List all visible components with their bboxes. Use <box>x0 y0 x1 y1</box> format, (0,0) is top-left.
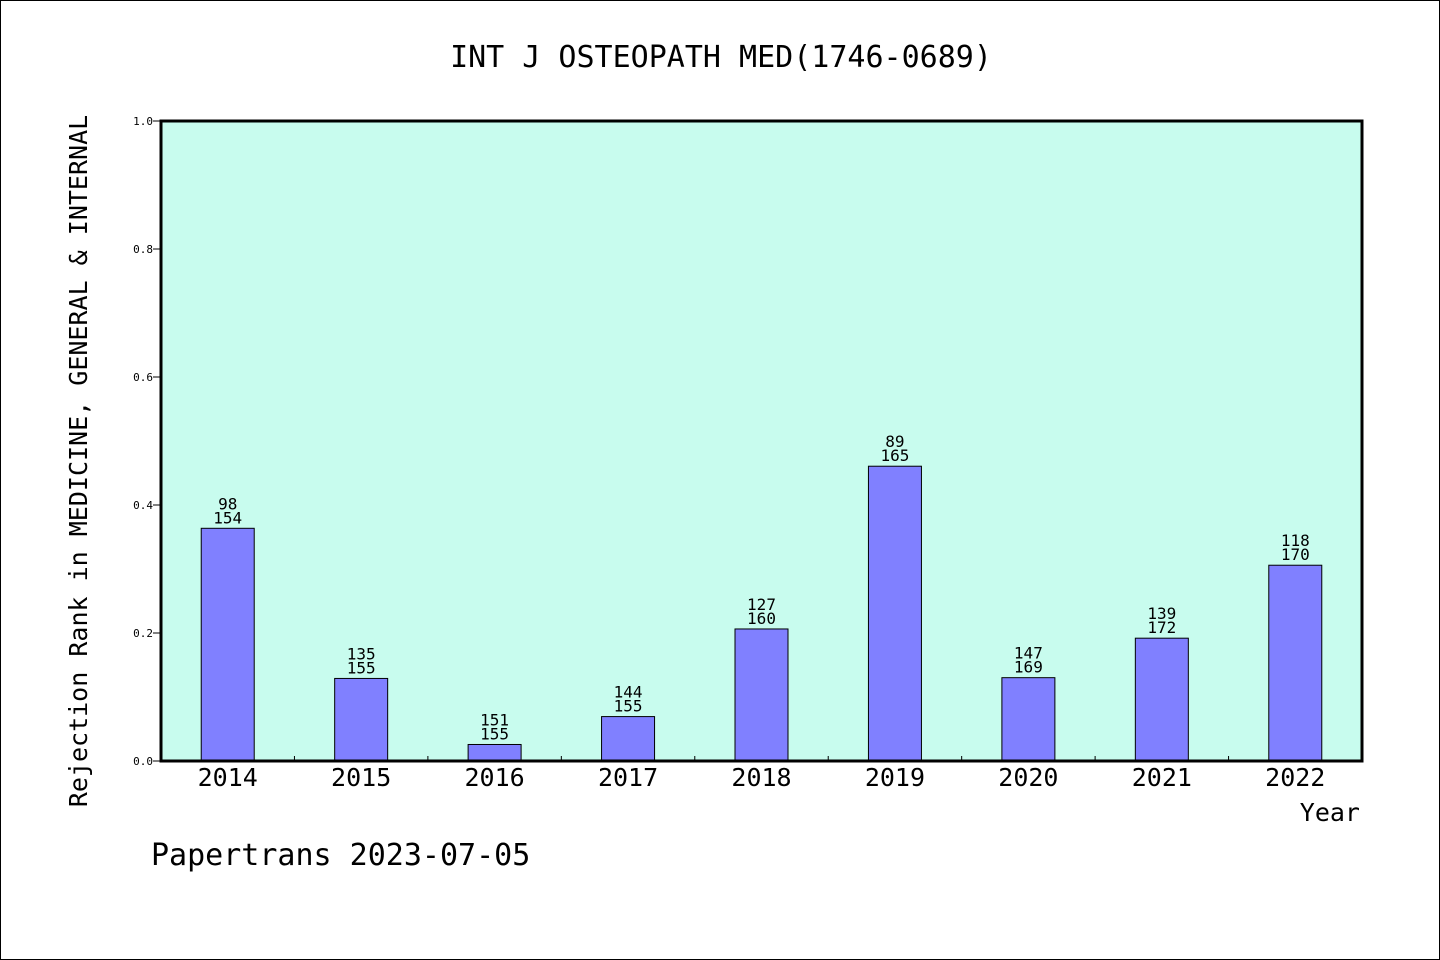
bar-total-label: 160 <box>747 609 776 628</box>
y-tick-label: 0.0 <box>133 755 153 768</box>
bar-2018 <box>734 628 789 762</box>
bar-rank-label: 151 <box>480 710 509 729</box>
bar-2021 <box>1134 637 1189 762</box>
bar-total-label: 169 <box>1014 658 1043 677</box>
bar-total-label: 155 <box>480 724 509 743</box>
x-axis: 2014 2015 2016 2017 2018 2019 2020 2021 2022 <box>198 756 1325 792</box>
x-tick-label: 2021 <box>1132 763 1192 792</box>
bar-2016 <box>467 743 522 762</box>
x-tick-label: 2020 <box>998 763 1058 792</box>
chart-title: INT J OSTEOPATH MED(1746-0689) <box>450 40 992 75</box>
bar-total-label: 165 <box>880 446 909 465</box>
bar-2019 <box>867 465 922 762</box>
bar-rank-label: 118 <box>1281 531 1310 550</box>
plot-frame <box>159 119 1364 763</box>
bar-rank-label: 89 <box>885 432 904 451</box>
bar-total-label: 172 <box>1147 618 1176 637</box>
bar-total-label: 155 <box>614 697 643 716</box>
bar-rank-label: 98 <box>218 494 237 513</box>
bar-data-labels: 9815413515515115514415512716089165147169… <box>213 432 1309 743</box>
bar-rank-label: 135 <box>347 644 376 663</box>
bar-rank-label: 144 <box>614 683 643 702</box>
x-tick-label: 2016 <box>465 763 525 792</box>
y-axis: 0.0 0.2 0.4 0.6 0.8 1.0 <box>133 115 161 768</box>
bar-2015 <box>334 677 389 762</box>
y-tick-label: 0.4 <box>133 499 153 512</box>
bars-group <box>200 465 1323 762</box>
x-tick-label: 2022 <box>1265 763 1325 792</box>
bar-2017 <box>601 716 656 762</box>
bar-total-label: 154 <box>213 508 242 527</box>
y-tick-label: 0.6 <box>133 371 153 384</box>
bar-total-label: 170 <box>1281 545 1310 564</box>
x-tick-label: 2015 <box>331 763 391 792</box>
bar-rank-label: 127 <box>747 595 776 614</box>
footer-credit: Papertrans 2023-07-05 <box>151 838 530 873</box>
y-axis-label: Rejection Rank in MEDICINE, GENERAL & IN… <box>64 115 93 807</box>
x-tick-label: 2014 <box>198 763 258 792</box>
bar-rank-label: 147 <box>1014 644 1043 663</box>
bar-rank-label: 139 <box>1147 604 1176 623</box>
bar-total-label: 155 <box>347 658 376 677</box>
y-tick-label: 0.2 <box>133 627 153 640</box>
x-axis-label: Year <box>1300 798 1360 827</box>
x-tick-label: 2017 <box>598 763 658 792</box>
y-tick-label: 1.0 <box>133 115 153 128</box>
y-tick-label: 0.8 <box>133 243 153 256</box>
x-tick-label: 2019 <box>865 763 925 792</box>
bar-2020 <box>1001 677 1056 762</box>
bar-2014 <box>200 527 255 762</box>
x-tick-label: 2018 <box>731 763 791 792</box>
bar-2022 <box>1268 564 1323 762</box>
